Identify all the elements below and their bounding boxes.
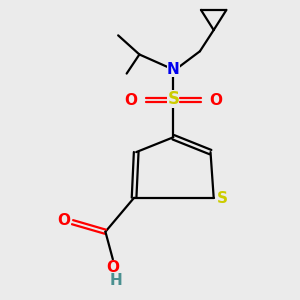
Text: S: S bbox=[217, 191, 228, 206]
Text: O: O bbox=[58, 213, 70, 228]
Text: S: S bbox=[167, 90, 179, 108]
Text: H: H bbox=[110, 273, 122, 288]
Text: O: O bbox=[124, 93, 137, 108]
Text: O: O bbox=[209, 93, 222, 108]
Text: N: N bbox=[167, 62, 180, 77]
Text: O: O bbox=[106, 260, 119, 275]
